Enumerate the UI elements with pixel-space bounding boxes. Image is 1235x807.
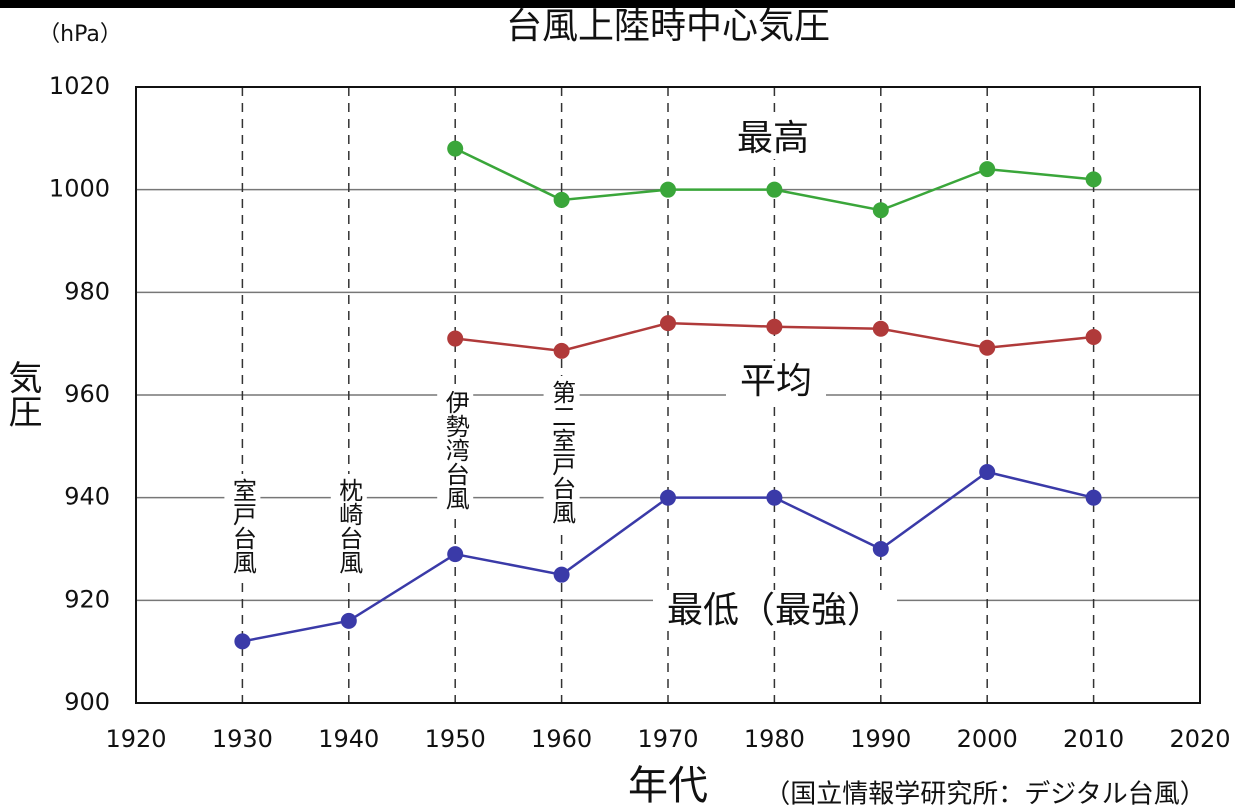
series-label-background [725, 361, 827, 402]
annotation: 室戸台風 [228, 478, 256, 574]
data-point [872, 202, 889, 219]
data-point [872, 541, 889, 557]
plot-frame [135, 86, 1201, 704]
x-tick-label: 1980 [744, 725, 805, 753]
data-point [872, 320, 889, 337]
x-tick-label: 1970 [637, 725, 698, 753]
data-point [660, 489, 676, 506]
annotation-background [330, 474, 367, 579]
y-axis-label: 気圧 [2, 360, 42, 428]
series-label: 平均 [740, 361, 812, 402]
annotation: 第二室戸台風 [548, 380, 576, 524]
annotation-background [224, 474, 261, 579]
data-point [660, 181, 676, 198]
annotation: 枕崎台風 [335, 478, 363, 574]
y-tick-label: 940 [64, 483, 110, 511]
series-label: 最高 [737, 118, 809, 159]
data-point [340, 612, 357, 629]
x-tick-label: 1920 [105, 725, 166, 753]
data-point [553, 191, 570, 208]
top-bar [0, 0, 1235, 8]
annotation: 伊勢湾台風 [441, 390, 469, 510]
y-tick-label: 980 [64, 277, 110, 305]
x-tick-label: 1990 [850, 725, 911, 753]
data-point [660, 315, 676, 332]
data-point [447, 330, 464, 347]
x-tick-label: 2000 [957, 725, 1018, 753]
x-tick-label: 2010 [1063, 725, 1124, 753]
data-point [979, 464, 996, 480]
y-tick-label: 900 [64, 688, 110, 716]
data-point [553, 342, 570, 359]
data-point [979, 161, 996, 178]
annotation-background [437, 386, 474, 515]
x-axis-label: 年代 [628, 763, 708, 807]
x-tick-label: 1950 [425, 725, 486, 753]
data-point [447, 546, 464, 563]
data-point [766, 181, 783, 198]
annotation-background [543, 376, 580, 529]
y-tick-label: 920 [64, 585, 110, 613]
data-point [1085, 171, 1102, 188]
data-point [979, 339, 996, 356]
data-point [553, 566, 570, 583]
series-label-background [722, 118, 824, 159]
series-label: 最低（最強） [667, 590, 883, 631]
y-tick-label: 1020 [49, 72, 110, 100]
data-point [766, 489, 783, 506]
data-point [766, 318, 783, 335]
x-tick-label: 1930 [212, 725, 273, 753]
data-point [234, 633, 251, 650]
series-label-background [652, 590, 898, 631]
x-tick-label: 2020 [1169, 725, 1230, 753]
x-tick-label: 1960 [531, 725, 592, 753]
data-point [447, 140, 464, 157]
data-point [1085, 328, 1102, 345]
y-tick-label: 1000 [49, 175, 110, 203]
y-unit: （hPa） [38, 22, 122, 47]
data-point [1085, 489, 1102, 506]
y-tick-label: 960 [64, 380, 110, 408]
source: （国立情報学研究所：デジタル台風） [764, 780, 1205, 807]
x-tick-label: 1940 [318, 725, 379, 753]
chart-title: 台風上陸時中心気圧 [506, 6, 830, 47]
